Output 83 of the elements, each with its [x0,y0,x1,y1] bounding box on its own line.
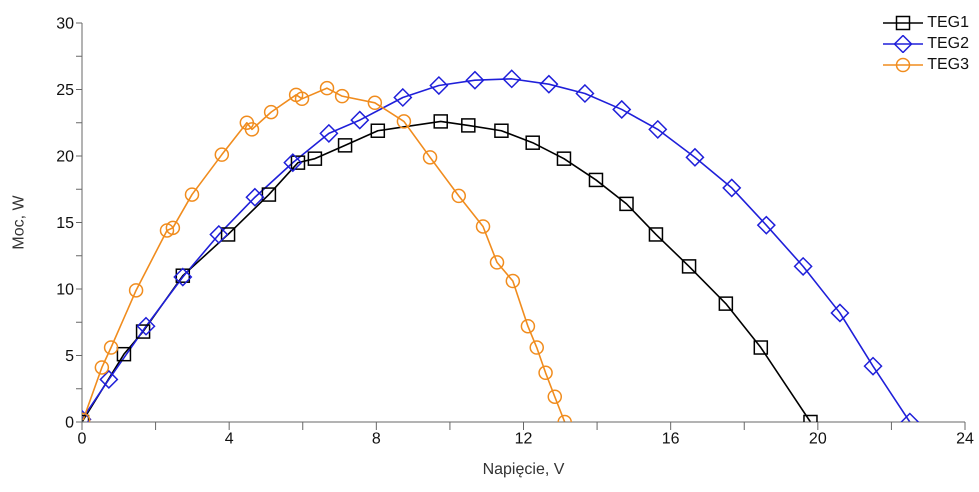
point [540,74,558,94]
y-tick-label: 30 [56,16,74,33]
point [320,80,334,96]
point [294,92,310,106]
point [128,283,144,298]
point [612,100,631,119]
point [525,135,540,150]
y-tick-label: 5 [65,348,74,366]
y-tick-label: 15 [56,215,74,232]
point [576,84,594,103]
point [757,216,776,234]
point [288,88,304,102]
point [116,346,132,362]
point [588,172,604,188]
point [830,304,850,322]
x-axis-title: Napięcie, V [482,461,565,478]
point [864,356,882,376]
point [220,227,236,242]
point [244,122,260,137]
y-tick-label: 25 [56,82,74,100]
y-tick-label: 0 [65,414,74,432]
point [308,151,322,166]
point [506,274,520,288]
point [548,389,562,404]
point [334,88,350,104]
point [160,223,174,238]
x-tick-label: 0 [78,430,87,448]
point [136,316,156,336]
point [648,227,664,242]
point [166,220,180,236]
x-tick-label: 8 [372,430,381,448]
point [466,70,484,90]
y-tick-label: 10 [56,282,74,299]
point [502,70,521,88]
point [174,268,192,286]
point [396,114,412,129]
point [648,120,668,139]
point [264,104,278,120]
point [210,225,228,244]
point [619,196,634,212]
point [422,150,438,165]
point [104,340,118,355]
point [490,255,504,270]
point [368,96,382,110]
point [184,187,200,202]
point [433,114,448,129]
legend-label: TEG3 [927,56,969,74]
x-tick-label: 20 [808,430,827,448]
y-tick-label: 20 [56,148,74,166]
point [320,124,338,143]
point [718,296,734,311]
point [430,76,448,95]
point [338,138,352,153]
x-tick-label: 4 [224,430,234,448]
point [394,88,412,107]
point [461,118,476,133]
x-tick-label: 12 [514,430,532,448]
point [451,188,466,204]
point [722,178,741,198]
point [682,259,696,274]
point [794,257,812,276]
point [538,366,553,380]
point [100,370,118,389]
point [214,147,230,162]
point [754,340,768,355]
x-tick-label: 16 [662,430,680,448]
point [686,148,704,167]
point [240,116,254,130]
point [494,123,509,138]
y-axis-title: Moc, W [10,194,28,250]
point [476,219,490,234]
point [284,153,302,172]
point [94,360,110,375]
point [350,110,370,130]
point [529,340,544,355]
point [262,187,276,202]
legend-label: TEG2 [927,34,969,52]
point [370,123,386,138]
point [556,151,572,166]
point [520,318,536,334]
point [246,188,264,206]
x-tick-label: 24 [956,430,974,448]
legend-label: TEG1 [927,14,969,32]
